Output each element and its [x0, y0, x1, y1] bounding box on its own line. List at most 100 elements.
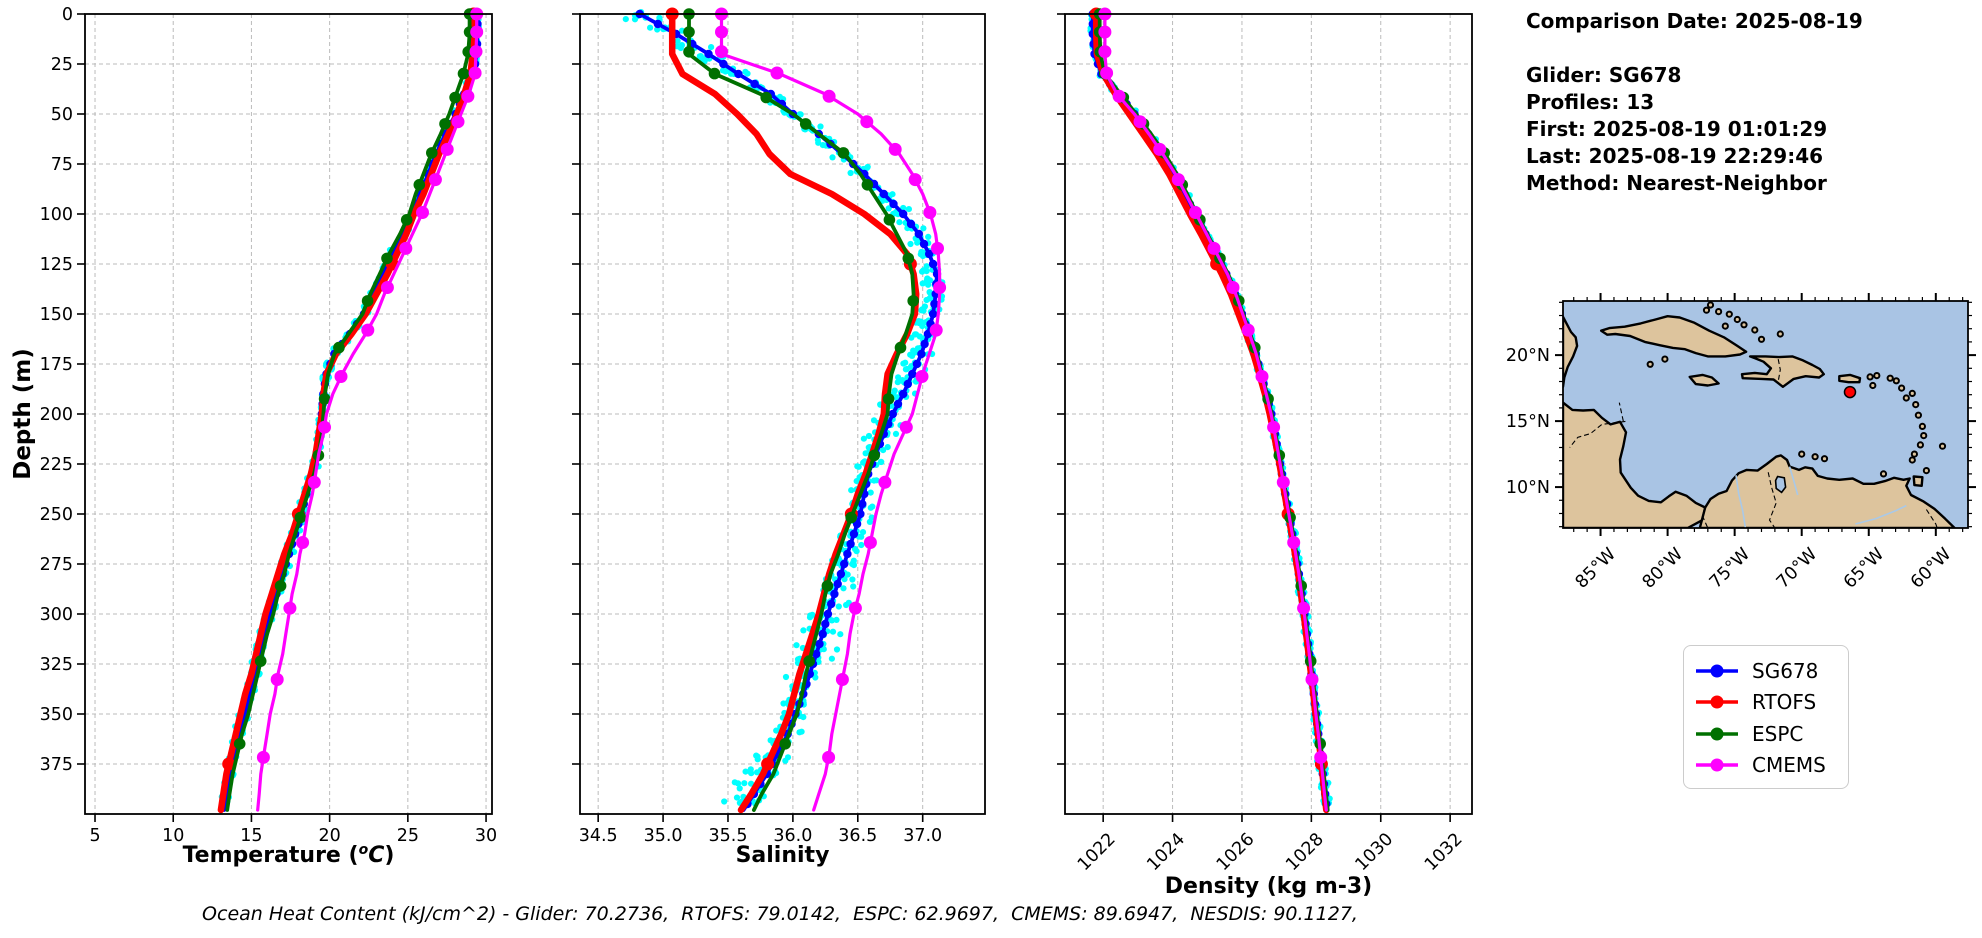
map-island [1879, 470, 1888, 478]
temp-series-ESPC [225, 8, 476, 812]
map-island [1776, 330, 1784, 338]
map-border [1618, 402, 1624, 422]
glider-location-marker [1843, 385, 1857, 399]
legend-label: RTOFS [1752, 690, 1817, 715]
x-tick-label: 36.0 [773, 826, 812, 846]
map-land-cuba [1600, 315, 1748, 358]
sal-panel: 34.5 35.0 35.5 36.0 36.5 37.0 Salinity [572, 7, 986, 868]
den-series-RTOFS [1089, 7, 1330, 814]
map-river [1788, 466, 1799, 496]
map-island [1661, 355, 1669, 363]
map-island [1740, 321, 1748, 329]
map-lon-label: 60°W [1907, 544, 1955, 592]
x-tick-label: 1022 [1074, 829, 1120, 875]
x-ticks [1102, 814, 1451, 822]
legend-line-marker-icon [1696, 695, 1738, 709]
x-ticks [94, 814, 487, 822]
legend-label: ESPC [1752, 721, 1804, 746]
map-island [1914, 411, 1923, 419]
depth-tick-label: 250 [40, 505, 73, 525]
map-lon-label: 75°W [1706, 544, 1754, 592]
depth-tick-label: 325 [40, 655, 73, 675]
info-line: Profiles: 13 [1526, 90, 1655, 114]
map-border [1925, 509, 1938, 528]
den-series-CMEMS [1098, 7, 1328, 812]
y-ticks [1057, 13, 1065, 765]
map-island [1751, 326, 1759, 334]
map-lat-label: 20°N [1506, 346, 1550, 366]
x-axis-label: Salinity [736, 843, 830, 868]
y-ticks [77, 13, 85, 765]
map-island [1706, 301, 1715, 309]
map-ticks [1555, 293, 1976, 536]
map-island [1918, 422, 1927, 430]
map-island [1886, 374, 1894, 382]
map-island [1916, 441, 1925, 449]
x-tick-label: 30 [475, 826, 497, 846]
map-border [1777, 358, 1781, 382]
depth-tick-label: 125 [40, 255, 73, 275]
legend-item-CMEMS: CMEMS [1694, 750, 1836, 780]
x-tick-label: 34.5 [579, 826, 618, 846]
depth-tick-label: 375 [40, 755, 73, 775]
map-border [1702, 507, 1709, 528]
map-lat-label: 15°N [1506, 412, 1550, 432]
map-island [1721, 322, 1729, 330]
map-island [1798, 450, 1806, 458]
map-land-hispaniola [1740, 355, 1825, 388]
info-line [1526, 35, 1976, 62]
legend-line-marker-icon [1696, 664, 1738, 678]
map-island [1646, 360, 1654, 368]
map-lat-label: 10°N [1506, 478, 1550, 498]
depth-tick-label: 100 [40, 205, 73, 225]
ohc-footnote: Ocean Heat Content (kJ/cm^2) - Glider: 7… [202, 903, 1358, 925]
map-island [1725, 310, 1733, 318]
den-series-SG678 [1088, 9, 1331, 812]
map-land-puerto-rico [1838, 373, 1862, 384]
info-line: Glider: SG678 [1526, 63, 1682, 87]
map-river [1735, 475, 1747, 528]
x-tick-label: 15 [240, 826, 262, 846]
info-line: Comparison Date: 2025-08-19 [1526, 9, 1863, 33]
map-island [1912, 401, 1920, 409]
map-island [1892, 377, 1900, 385]
depth-tick-label: 50 [51, 105, 73, 125]
den-panel: 1022 1024 1026 1028 1030 1032 Density (kg m-3) [1057, 7, 1473, 899]
grid [85, 13, 492, 814]
x-tick-label: 35.0 [644, 826, 683, 846]
map-island [1908, 389, 1916, 397]
x-ticks [597, 814, 924, 822]
depth-tick-label: 350 [40, 705, 73, 725]
grid [1065, 13, 1472, 814]
map-lon-label: 85°W [1572, 544, 1620, 592]
y-axis-label: Depth (m) [10, 348, 36, 480]
sal-series-SG678 [635, 9, 942, 812]
den-series-ESPC [1093, 8, 1330, 812]
legend-line-marker-icon [1696, 727, 1738, 741]
legend-line-marker-icon [1696, 758, 1738, 772]
x-tick-label: 36.5 [838, 826, 877, 846]
x-tick-label: 1032 [1421, 829, 1467, 875]
map-island [1873, 372, 1881, 380]
info-line: First: 2025-08-19 01:01:29 [1526, 117, 1828, 141]
map-island [1902, 394, 1910, 402]
map-island [1811, 453, 1819, 461]
legend: SG678 RTOFS ESPC CMEMS [1683, 645, 1849, 789]
y-ticks [572, 13, 580, 765]
depth-tick-label: 300 [40, 605, 73, 625]
x-tick-label: 25 [397, 826, 419, 846]
map-lon-label: 70°W [1773, 544, 1821, 592]
x-tick-label: 35.5 [708, 826, 747, 846]
x-axis-label: Temperature (oC) [183, 842, 395, 868]
x-tick-label: 1028 [1282, 829, 1328, 875]
depth-tick-label: 150 [40, 305, 73, 325]
map-island [1702, 306, 1711, 314]
raw-scatter [1087, 10, 1333, 807]
x-tick-label: 20 [318, 826, 340, 846]
legend-item-SG678: SG678 [1694, 656, 1836, 686]
x-tick-label: 1026 [1213, 829, 1259, 875]
x-axis-label: Density (kg m-3) [1165, 874, 1373, 899]
x-tick-label: 1024 [1143, 829, 1189, 875]
